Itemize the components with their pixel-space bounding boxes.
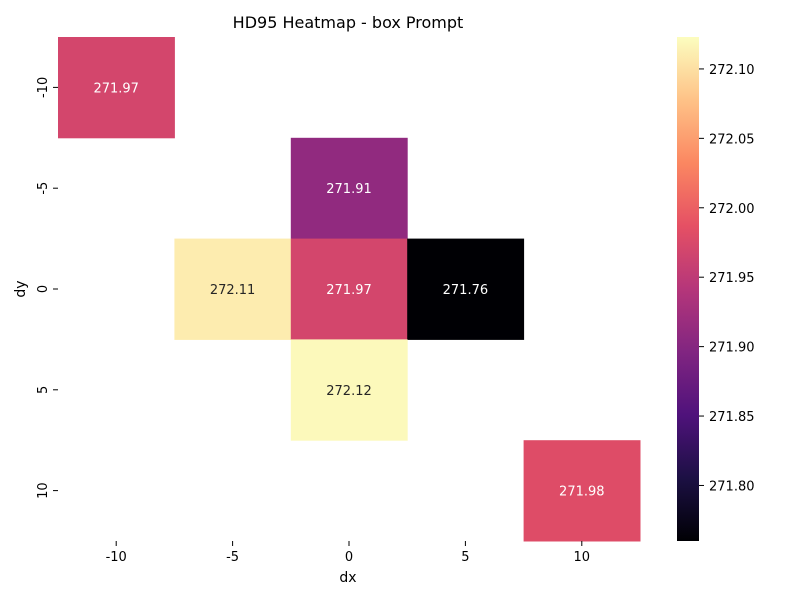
colorbar: 271.80 271.85 271.90 271.95 272.00 272.05 272.… xyxy=(677,37,755,541)
y-tick-label: 10 xyxy=(36,482,51,499)
cell-value-label: 271.97 xyxy=(93,81,139,96)
colorbar-tick-label: 271.90 xyxy=(709,341,755,356)
heatmap-cell xyxy=(290,339,408,441)
x-tick-label: -5 xyxy=(226,550,239,565)
y-axis-label: dy xyxy=(13,280,29,297)
cell-value-label: 272.12 xyxy=(326,384,372,399)
cell-value-label: 271.76 xyxy=(443,283,489,298)
x-axis-label: dx xyxy=(339,570,356,586)
heatmap-cell xyxy=(290,137,408,240)
y-tick-label: -10 xyxy=(36,77,51,98)
colorbar-tick-label: 271.85 xyxy=(709,410,755,425)
chart-title: HD95 Heatmap - box Prompt xyxy=(233,13,464,32)
x-tick-label: -10 xyxy=(106,550,127,565)
heatmap-cell xyxy=(290,238,408,340)
colorbar-tick-label: 272.10 xyxy=(709,63,755,78)
colorbar-tick-label: 271.80 xyxy=(709,479,755,494)
cell-value-label: 272.11 xyxy=(210,283,256,298)
colorbar-tick-label: 272.05 xyxy=(709,132,755,147)
colorbar-tick-label: 271.95 xyxy=(709,271,755,286)
heatmap-cell xyxy=(58,37,175,139)
cell-value-label: 271.97 xyxy=(326,283,372,298)
colorbar-gradient xyxy=(677,37,699,541)
cell-value-label: 271.91 xyxy=(326,182,372,197)
heatmap-cell xyxy=(523,440,641,542)
colorbar-tick-label: 272.00 xyxy=(709,202,755,217)
heatmap-cell xyxy=(174,238,292,340)
plot-area: 271.97 271.91 272.11 271.97 271.76 272.12 271.… xyxy=(58,37,641,542)
y-tick-label: 0 xyxy=(36,285,51,293)
x-tick-label: 0 xyxy=(345,550,353,565)
y-axis: -10 -5 0 5 10 xyxy=(36,77,58,499)
cell-value-label: 271.98 xyxy=(559,485,605,500)
x-tick-label: 10 xyxy=(574,550,591,565)
y-tick-label: -5 xyxy=(36,182,51,195)
y-tick-label: 5 xyxy=(36,386,51,394)
x-tick-label: 5 xyxy=(461,550,469,565)
heatmap-cell xyxy=(407,238,525,340)
x-axis: -10 -5 0 5 10 xyxy=(106,541,590,565)
